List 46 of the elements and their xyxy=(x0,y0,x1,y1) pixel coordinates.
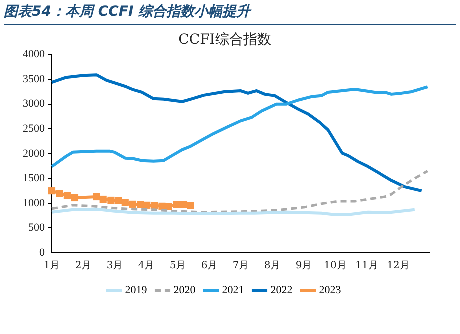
point xyxy=(71,194,79,202)
point xyxy=(114,197,122,205)
y-tick-label: 3500 xyxy=(23,73,46,86)
point xyxy=(93,193,100,201)
y-tick-label: 2000 xyxy=(23,148,46,160)
y-tick-label: 1500 xyxy=(23,172,46,185)
y-tick-label: 500 xyxy=(28,222,46,234)
point xyxy=(122,199,129,206)
x-tick-label: 12月 xyxy=(387,260,410,272)
x-tick-label: 2月 xyxy=(75,260,92,272)
x-tick-label: 5月 xyxy=(170,260,186,272)
point xyxy=(165,203,172,210)
point xyxy=(180,201,188,208)
y-tick-label: 2500 xyxy=(23,123,46,136)
point xyxy=(48,188,56,195)
y-tick-label: 4000 xyxy=(23,48,46,61)
chart-subtitle: CCFI综合指数 xyxy=(178,32,272,48)
point xyxy=(56,190,64,198)
point xyxy=(173,201,180,208)
point xyxy=(64,192,71,200)
x-tick-label: 1月 xyxy=(44,260,60,272)
x-tick-label: 7月 xyxy=(232,260,250,272)
x-tick-label: 10月 xyxy=(324,260,347,272)
legend-label: 2020 xyxy=(174,284,196,296)
chart-title: 图表54：本周 CCFI 综合指数小幅提升 xyxy=(4,2,456,25)
y-tick-label: 1000 xyxy=(23,197,46,210)
y-tick-label: 0 xyxy=(40,246,46,259)
x-tick-label: 6月 xyxy=(201,260,218,272)
x-tick-label: 4月 xyxy=(138,260,155,272)
x-tick-label: 9月 xyxy=(296,260,312,272)
point xyxy=(108,196,115,204)
x-tick-label: 8月 xyxy=(264,260,281,272)
point xyxy=(129,200,136,208)
y-tick-label: 3000 xyxy=(23,98,46,110)
point xyxy=(144,202,151,209)
x-tick-label: 11月 xyxy=(356,260,378,272)
legend-label: 2019 xyxy=(125,284,148,296)
point xyxy=(136,201,144,208)
legend-label: 2023 xyxy=(319,284,342,296)
legend-label: 2022 xyxy=(270,284,293,296)
line-series xyxy=(50,170,430,214)
point xyxy=(100,196,107,204)
legend-label: 2021 xyxy=(222,284,244,296)
point xyxy=(187,202,194,210)
x-tick-label: 3月 xyxy=(106,260,124,272)
point xyxy=(158,202,166,210)
